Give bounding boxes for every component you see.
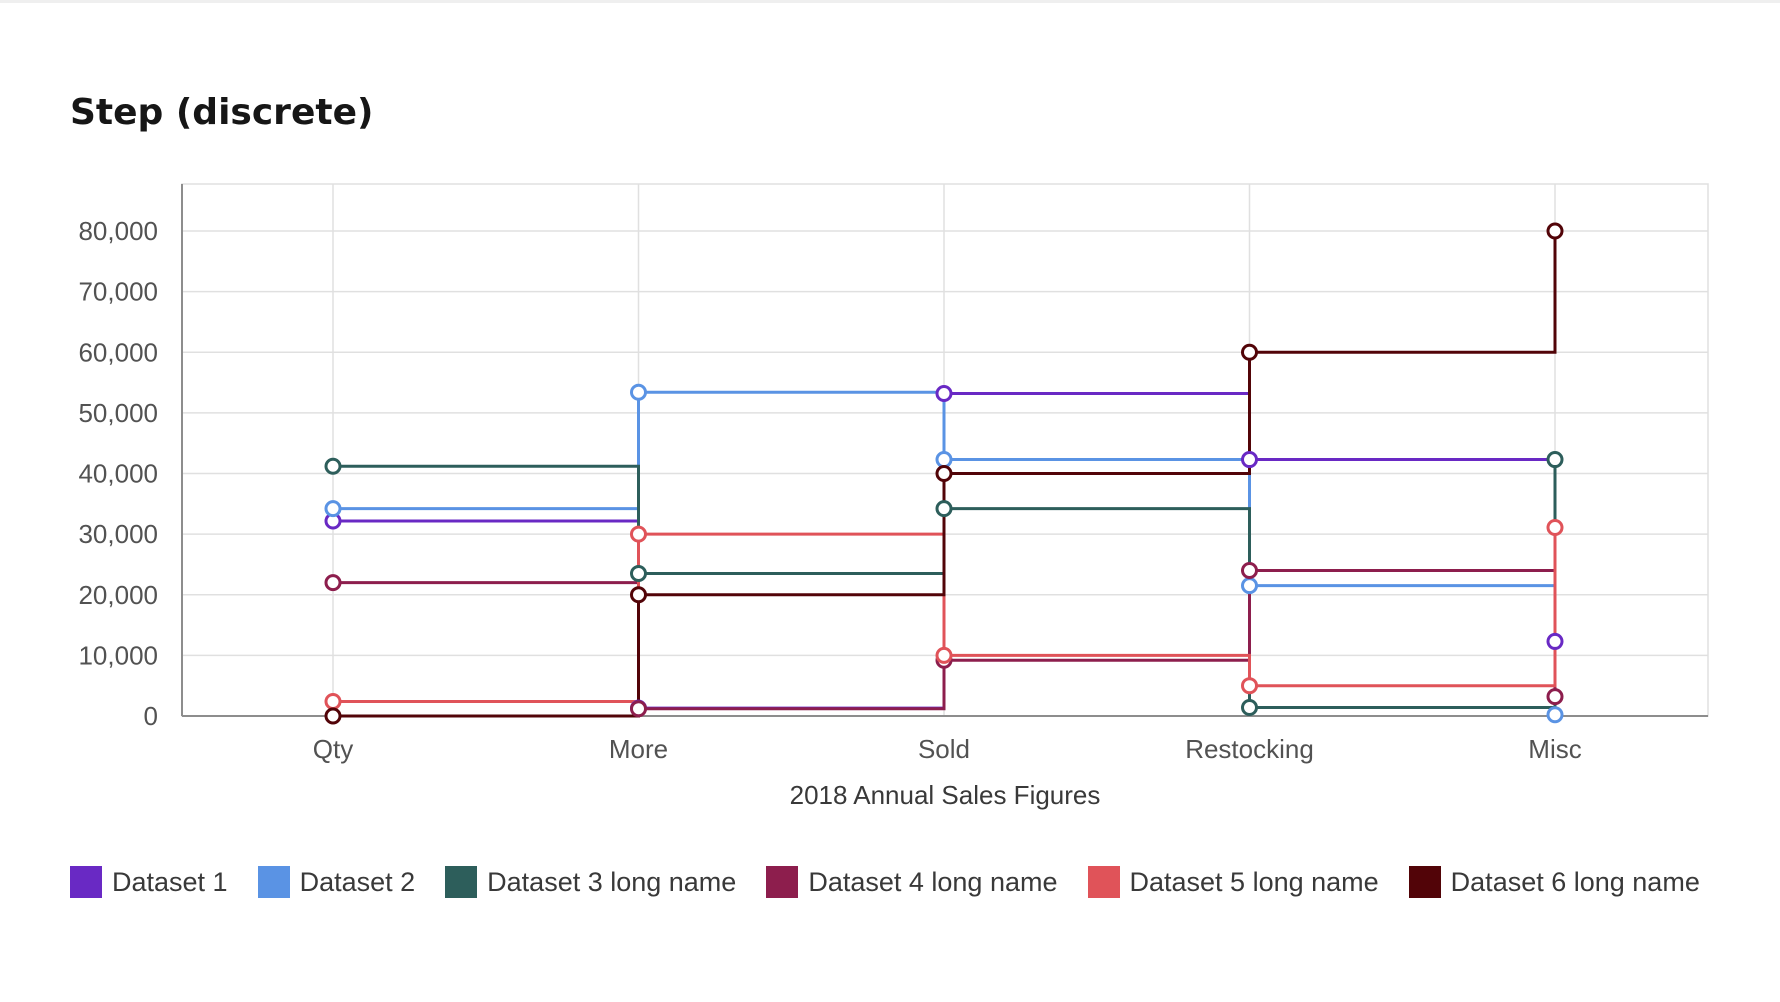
y-tick-label: 50,000 — [78, 398, 158, 428]
data-point-s3-4 — [1241, 699, 1258, 717]
data-point-s3-1 — [324, 457, 342, 475]
legend-label: Dataset 3 long name — [487, 866, 737, 897]
legend-item-3[interactable]: Dataset 3 long name — [445, 866, 736, 898]
data-point-s4-5 — [1546, 688, 1564, 706]
y-tick-label: 0 — [144, 701, 158, 731]
legend-swatch — [445, 866, 478, 898]
legend: Dataset 1 Dataset 2 Dataset 3 long name Dat… — [70, 866, 1730, 898]
data-point-s3-2 — [630, 565, 647, 583]
tick-labels: 0 10,000 20,000 30,000 40,000 50,000 60,000 70,… — [78, 216, 1581, 764]
legend-label: Dataset 6 long name — [1450, 866, 1700, 897]
data-point-s2-4 — [1241, 577, 1258, 595]
legend-swatch — [257, 866, 290, 898]
data-point-s4-2 — [630, 700, 647, 718]
data-point-s4-4 — [1241, 562, 1258, 579]
chart-title: Step (discrete) — [70, 92, 374, 133]
y-tick-label: 10,000 — [78, 640, 158, 670]
data-point-s6-5 — [1546, 222, 1564, 240]
legend-swatch — [70, 866, 102, 898]
data-point-s6-3 — [935, 465, 953, 482]
legend-label: Dataset 1 — [112, 866, 228, 897]
y-tick-label: 30,000 — [78, 519, 158, 549]
legend-label: Dataset 2 — [299, 866, 416, 897]
data-point-s2-5 — [1546, 706, 1564, 724]
x-tick-label: Sold — [918, 734, 970, 764]
x-tick-label: Misc — [1528, 734, 1581, 764]
data-point-s6-1 — [324, 707, 342, 725]
data-point-s3-3 — [935, 500, 953, 518]
top-border — [0, 0, 1780, 3]
y-tick-label: 80,000 — [78, 216, 158, 246]
data-point-s3-5 — [1546, 451, 1564, 469]
data-point-s6-2 — [630, 586, 647, 604]
legend-label: Dataset 4 long name — [808, 866, 1058, 897]
x-tick-label: Qty — [313, 734, 353, 764]
data-point-s1-5 — [1546, 632, 1564, 650]
y-tick-label: 40,000 — [78, 459, 158, 489]
data-point-s1-3 — [935, 384, 953, 402]
legend-swatch — [1408, 866, 1441, 898]
data-point-s2-1 — [324, 500, 342, 518]
series-points — [324, 222, 1564, 725]
x-axis-label: 2018 Annual Sales Figures — [790, 780, 1101, 810]
legend-item-2[interactable]: Dataset 2 — [257, 866, 416, 898]
data-point-s2-3 — [935, 451, 953, 469]
legend-item-5[interactable]: Dataset 5 long name — [1087, 866, 1379, 898]
legend-item-4[interactable]: Dataset 4 long name — [766, 866, 1058, 898]
data-point-s2-2 — [630, 383, 647, 401]
y-tick-label: 60,000 — [78, 337, 158, 367]
data-point-s1-4 — [1241, 451, 1258, 469]
legend-item-6[interactable]: Dataset 6 long name — [1408, 866, 1700, 898]
legend-item-1[interactable]: Dataset 1 — [70, 866, 228, 898]
legend-swatch — [766, 866, 799, 898]
x-tick-label: More — [609, 734, 668, 764]
data-point-s5-5 — [1546, 518, 1564, 536]
data-point-s5-4 — [1241, 677, 1258, 695]
data-point-s6-4 — [1241, 343, 1258, 361]
legend-label: Dataset 5 long name — [1129, 866, 1379, 897]
data-point-s4-1 — [324, 574, 342, 592]
legend-swatch — [1087, 866, 1120, 898]
y-tick-label: 20,000 — [78, 580, 158, 610]
data-point-s5-2 — [630, 525, 647, 543]
data-point-s5-3 — [935, 646, 953, 664]
y-tick-label: 70,000 — [78, 277, 158, 307]
x-tick-label: Restocking — [1185, 734, 1314, 764]
data-point-s5-1 — [324, 692, 342, 710]
